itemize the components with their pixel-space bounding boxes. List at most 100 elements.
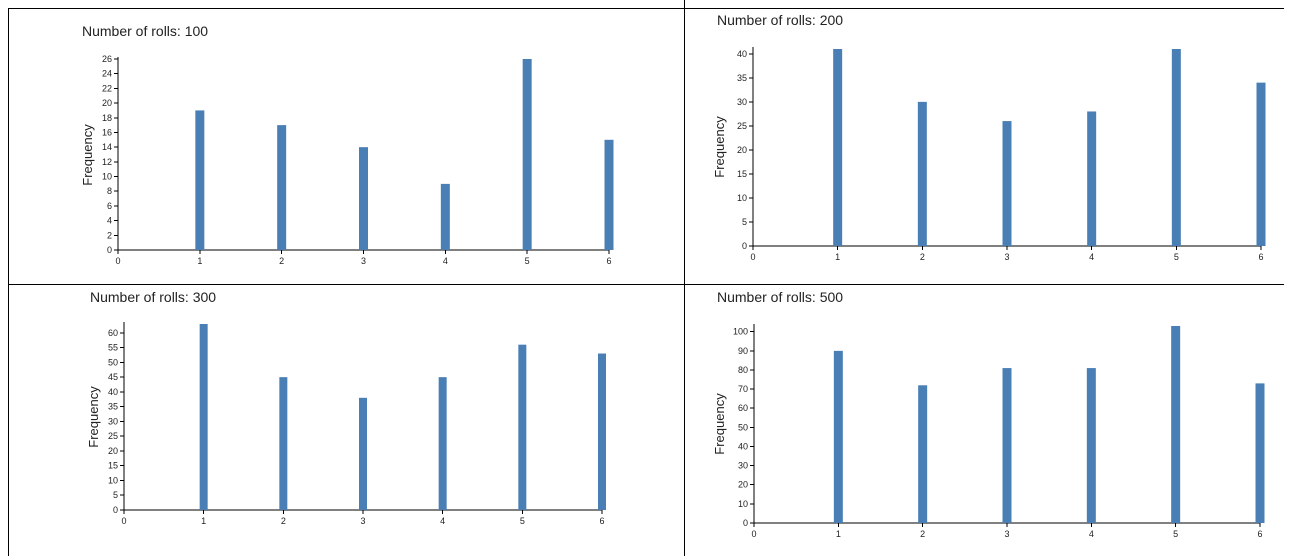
y-tick-label: 0 xyxy=(113,505,118,515)
y-tick-label: 20 xyxy=(102,98,112,108)
bar-face-5 xyxy=(1171,49,1181,246)
y-tick-label: 4 xyxy=(107,216,112,226)
y-tick-label: 10 xyxy=(108,475,118,485)
y-tick-label: 8 xyxy=(107,186,112,196)
x-tick-label: 5 xyxy=(1174,252,1179,262)
x-tick-label: 2 xyxy=(920,252,925,262)
bar-face-2 xyxy=(918,385,928,523)
y-tick-label: 30 xyxy=(737,97,747,107)
x-tick-label: 3 xyxy=(360,516,365,526)
border-left xyxy=(8,8,9,556)
x-tick-label: 5 xyxy=(1173,529,1178,539)
bar-face-3 xyxy=(359,147,368,250)
bar-face-2 xyxy=(279,377,288,510)
y-tick-label: 100 xyxy=(733,327,748,337)
bar-face-6 xyxy=(1255,383,1265,523)
x-tick-label: 3 xyxy=(361,256,366,266)
y-tick-label: 25 xyxy=(108,431,118,441)
y-tick-label: 30 xyxy=(738,461,748,471)
y-tick-label: 45 xyxy=(108,372,118,382)
y-tick-label: 90 xyxy=(738,346,748,356)
chart-rolls-300: Number of rolls: 300Frequency05101520253… xyxy=(86,289,606,526)
y-tick-label: 0 xyxy=(743,518,748,528)
y-tick-label: 5 xyxy=(113,490,118,500)
y-tick-label: 14 xyxy=(102,142,112,152)
y-tick-label: 20 xyxy=(738,480,748,490)
y-axis-label: Frequency xyxy=(712,393,727,455)
y-tick-label: 40 xyxy=(737,49,747,59)
bar-face-6 xyxy=(1256,82,1266,246)
bar-face-3 xyxy=(359,397,367,510)
bar-face-4 xyxy=(438,377,447,510)
y-tick-label: 10 xyxy=(737,193,747,203)
x-tick-label: 2 xyxy=(920,529,925,539)
border-top-right xyxy=(684,8,1284,9)
bar-face-6 xyxy=(598,353,606,510)
x-tick-label: 4 xyxy=(1089,529,1094,539)
y-tick-label: 50 xyxy=(108,357,118,367)
x-tick-label: 6 xyxy=(1257,529,1262,539)
x-tick-label: 4 xyxy=(443,256,448,266)
y-tick-label: 55 xyxy=(108,343,118,353)
bar-face-2 xyxy=(917,101,927,246)
bar-face-2 xyxy=(277,125,287,250)
x-tick-label: 4 xyxy=(440,516,445,526)
y-tick-label: 10 xyxy=(738,499,748,509)
x-tick-label: 1 xyxy=(197,256,202,266)
y-tick-label: 60 xyxy=(108,328,118,338)
bar-face-4 xyxy=(1086,368,1096,523)
x-tick-label: 1 xyxy=(835,252,840,262)
y-tick-label: 30 xyxy=(108,416,118,426)
x-tick-label: 5 xyxy=(525,256,530,266)
y-tick-label: 0 xyxy=(742,241,747,251)
x-tick-label: 0 xyxy=(115,256,120,266)
chart-rolls-200: Number of rolls: 200Frequency05101520253… xyxy=(712,12,1266,262)
bar-face-6 xyxy=(604,139,614,250)
bar-face-5 xyxy=(1171,326,1181,523)
y-tick-label: 24 xyxy=(102,69,112,79)
bar-face-5 xyxy=(518,344,527,510)
y-tick-label: 16 xyxy=(102,127,112,137)
y-tick-label: 22 xyxy=(102,83,112,93)
x-tick-label: 0 xyxy=(750,252,755,262)
y-tick-label: 20 xyxy=(737,145,747,155)
y-tick-label: 60 xyxy=(738,403,748,413)
y-tick-label: 70 xyxy=(738,384,748,394)
x-tick-label: 4 xyxy=(1089,252,1094,262)
x-tick-label: 6 xyxy=(599,516,604,526)
y-tick-label: 5 xyxy=(742,217,747,227)
y-tick-label: 40 xyxy=(738,441,748,451)
x-tick-label: 1 xyxy=(201,516,206,526)
x-tick-label: 6 xyxy=(606,256,611,266)
chart-title: Number of rolls: 500 xyxy=(717,289,843,305)
x-tick-label: 0 xyxy=(121,516,126,526)
x-tick-label: 1 xyxy=(836,529,841,539)
chart-title: Number of rolls: 100 xyxy=(82,23,208,39)
chart-title: Number of rolls: 300 xyxy=(90,289,216,305)
x-tick-label: 3 xyxy=(1004,529,1009,539)
bar-face-1 xyxy=(833,49,843,246)
x-tick-label: 3 xyxy=(1004,252,1009,262)
border-top-left xyxy=(8,8,684,9)
border-middle-vertical xyxy=(684,0,685,556)
bar-face-1 xyxy=(199,324,208,510)
y-tick-label: 26 xyxy=(102,54,112,64)
y-tick-label: 35 xyxy=(108,402,118,412)
y-tick-label: 0 xyxy=(107,245,112,255)
y-tick-label: 6 xyxy=(107,201,112,211)
x-tick-label: 2 xyxy=(279,256,284,266)
x-tick-label: 0 xyxy=(751,529,756,539)
y-axis-label: Frequency xyxy=(712,116,727,178)
y-tick-label: 15 xyxy=(108,461,118,471)
y-tick-label: 20 xyxy=(108,446,118,456)
y-tick-label: 50 xyxy=(738,422,748,432)
border-middle-horizontal xyxy=(8,284,1284,285)
y-tick-label: 40 xyxy=(108,387,118,397)
x-tick-label: 5 xyxy=(520,516,525,526)
y-tick-label: 2 xyxy=(107,230,112,240)
bar-face-4 xyxy=(1087,111,1097,247)
y-tick-label: 80 xyxy=(738,365,748,375)
y-axis-label: Frequency xyxy=(86,386,101,448)
bar-face-3 xyxy=(1002,121,1012,246)
